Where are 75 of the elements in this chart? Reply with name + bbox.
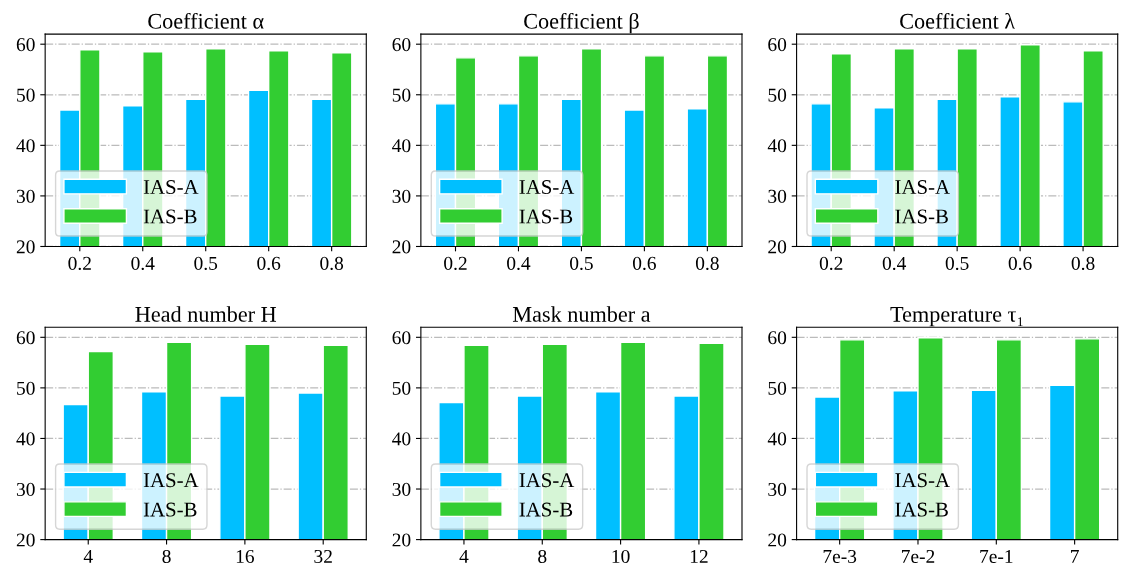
y-tick-label: 60 [392, 331, 411, 345]
y-tick-label: 20 [16, 533, 35, 547]
y-tick-label: 40 [767, 432, 787, 446]
x-tick-label: 32 [314, 549, 332, 564]
x-tick-label: 7e-3 [823, 549, 857, 564]
y-tick-label: 50 [17, 381, 35, 395]
legend-label: IAS-B [143, 502, 197, 517]
x-tick-label: 0.2 [68, 256, 91, 270]
x-tick-label: 0.8 [1071, 256, 1095, 270]
x-tick-label: 0.6 [1008, 256, 1032, 270]
legend-label: IAS-B [895, 209, 948, 224]
y-tick-label: 30 [16, 189, 35, 203]
y-tick-label: 60 [768, 38, 787, 52]
x-tick-label: 16 [236, 549, 255, 564]
legend-label: IAS-A [895, 473, 950, 488]
chart-title: Mask number a [512, 306, 651, 322]
x-tick-label: 0.2 [444, 256, 467, 270]
y-tick-label: 50 [17, 88, 35, 102]
legend-label: IAS-A [519, 180, 575, 195]
x-tick-label: 0.8 [695, 256, 719, 270]
x-tick-label: 0.4 [507, 256, 531, 270]
x-tick-label: 0.5 [945, 256, 969, 270]
x-tick-label: 4 [83, 550, 93, 563]
y-tick-label: 60 [768, 331, 787, 345]
x-tick-label: 7 [1071, 550, 1079, 563]
x-tick-label: 4 [459, 550, 469, 563]
y-tick-label: 30 [16, 482, 35, 496]
x-tick-label: 0.5 [194, 256, 218, 270]
y-tick-label: 60 [392, 38, 411, 52]
x-tick-label: 0.8 [320, 256, 344, 270]
y-tick-label: 30 [768, 189, 787, 203]
legend-label: IAS-A [895, 180, 950, 195]
x-tick-label: 0.6 [632, 256, 656, 270]
y-tick-label: 50 [768, 88, 787, 102]
y-tick-label: 30 [392, 482, 411, 496]
y-tick-label: 40 [392, 139, 411, 153]
legend-label: IAS-B [519, 209, 573, 224]
chart-title: Head number H [135, 306, 277, 322]
legend-label: IAS-A [519, 473, 575, 488]
y-tick-label: 50 [768, 381, 787, 395]
x-tick-label: 8 [538, 549, 547, 564]
x-tick-label: 8 [162, 549, 171, 564]
legend-label: IAS-A [143, 180, 199, 195]
y-tick-label: 30 [768, 482, 787, 496]
y-tick-label: 40 [16, 432, 35, 446]
chart-title: Temperature τ₁ [890, 307, 1023, 327]
legend-label: IAS-A [143, 473, 199, 488]
legend-label: IAS-B [143, 209, 197, 224]
y-tick-label: 30 [392, 189, 411, 203]
y-tick-label: 20 [768, 240, 787, 254]
y-tick-label: 50 [392, 88, 411, 102]
x-tick-label: 0.4 [882, 256, 907, 270]
y-tick-label: 60 [16, 38, 35, 52]
y-tick-label: 20 [768, 533, 787, 547]
y-tick-label: 40 [767, 139, 787, 153]
x-tick-label: 0.5 [570, 256, 593, 270]
x-tick-label: 0.6 [257, 256, 281, 270]
y-tick-label: 40 [392, 432, 411, 446]
y-tick-label: 20 [392, 240, 411, 254]
y-tick-label: 20 [16, 240, 35, 254]
x-tick-label: 12 [690, 549, 708, 563]
legend-label: IAS-B [519, 502, 573, 517]
chart-title: Coefficient α [148, 12, 264, 29]
x-tick-label: 0.2 [819, 256, 843, 270]
chart-title: Coefficient λ [900, 12, 1015, 29]
y-tick-label: 20 [392, 533, 411, 547]
x-tick-label: 10 [612, 549, 630, 564]
y-tick-label: 60 [16, 331, 35, 345]
y-tick-label: 40 [16, 139, 35, 153]
y-tick-label: 50 [392, 381, 411, 395]
x-tick-label: 7e-1 [980, 549, 1013, 564]
x-tick-label: 0.4 [131, 256, 155, 270]
x-tick-label: 7e-2 [901, 549, 935, 564]
legend-label: IAS-B [895, 502, 948, 517]
chart-title: Coefficient β [524, 12, 639, 34]
